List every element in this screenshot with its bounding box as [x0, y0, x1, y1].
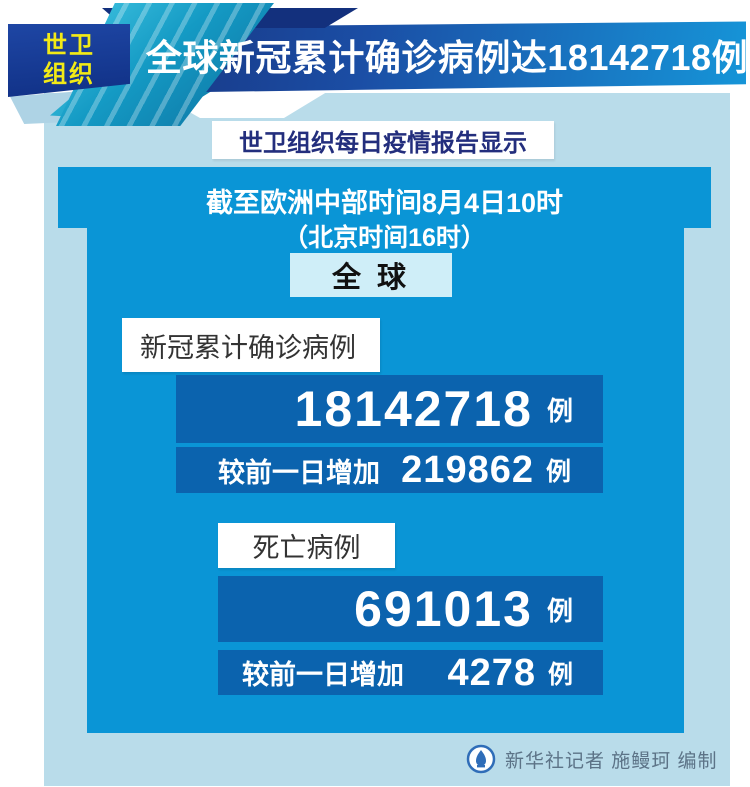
confirmed-delta-unit: 例 [545, 458, 571, 486]
confirmed-delta-group: 219862 例 [401, 451, 571, 489]
who-badge: 世卫 组织 [8, 24, 130, 97]
panel-header-strip [58, 167, 711, 228]
deaths-total-unit: 例 [546, 595, 573, 626]
deaths-label: 死亡病例 [218, 523, 395, 568]
deaths-delta-label: 较前一日增加 [242, 660, 404, 690]
deaths-total: 691013 例 [218, 576, 603, 642]
confirmed-total-value: 18142718 [294, 381, 533, 437]
who-badge-line2: 组织 [43, 60, 95, 88]
datetime-line2: （北京时间16时） [283, 224, 486, 252]
deaths-delta: 较前一日增加 4278 例 [218, 650, 603, 695]
confirmed-delta-label: 较前一日增加 [218, 457, 380, 488]
page-title: 全球新冠累计确诊病例达18142718例 [145, 37, 749, 78]
footer-credit-row: 新华社记者 施鳗珂 编制 [466, 742, 718, 776]
credit-text: 新华社记者 施鳗珂 编制 [505, 750, 718, 772]
deaths-delta-group: 4278 例 [447, 654, 573, 692]
confirmed-cases-label: 新冠累计确诊病例 [122, 318, 380, 372]
deaths-delta-unit: 例 [547, 660, 573, 689]
deaths-total-value: 691013 [354, 581, 533, 637]
datetime-line1: 截至欧洲中部时间8月4日10时 [205, 188, 564, 218]
xinhua-emblem-icon [466, 744, 496, 774]
report-note: 世卫组织每日疫情报告显示 [212, 121, 554, 159]
confirmed-total-unit: 例 [546, 395, 573, 426]
who-badge-line1: 世卫 [43, 32, 95, 59]
confirmed-delta-value: 219862 [401, 449, 534, 491]
confirmed-cases-delta: 较前一日增加 219862 例 [176, 447, 603, 493]
confirmed-cases-total: 18142718 例 [176, 375, 603, 443]
region-label: 全 球 [290, 253, 452, 297]
deaths-delta-value: 4278 [447, 651, 536, 694]
